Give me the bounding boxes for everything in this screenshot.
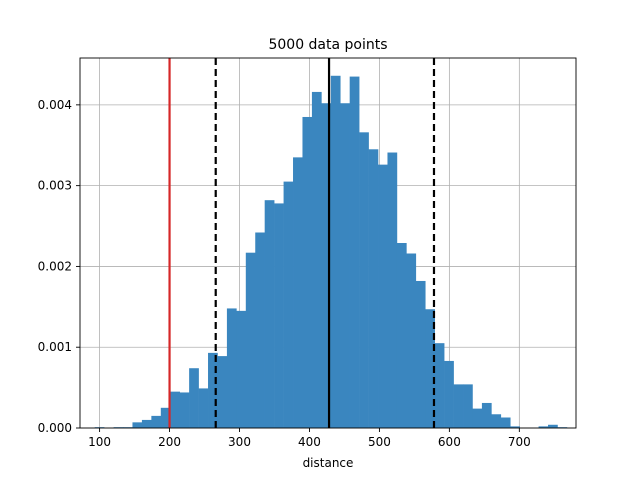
histogram-bar-21 bbox=[293, 157, 303, 428]
y-tick-label-0: 0.000 bbox=[38, 421, 72, 435]
x-tick-label-1: 200 bbox=[158, 435, 181, 449]
histogram-bar-36 bbox=[434, 343, 445, 428]
histogram-bar-19 bbox=[274, 203, 284, 428]
histogram-bar-48 bbox=[548, 424, 558, 428]
x-axis-label: distance bbox=[303, 456, 354, 470]
histogram-bar-25 bbox=[330, 75, 341, 429]
histogram-bar-4 bbox=[132, 422, 143, 428]
histogram-bar-42 bbox=[491, 414, 502, 428]
histogram-bar-7 bbox=[160, 407, 171, 428]
histogram-bar-27 bbox=[349, 76, 360, 429]
histogram-bar-44 bbox=[510, 426, 520, 428]
histogram-bar-12 bbox=[208, 352, 218, 428]
histogram-bar-14 bbox=[226, 308, 237, 428]
histogram-bar-39 bbox=[463, 384, 473, 428]
chart-title: 5000 data points bbox=[268, 37, 387, 53]
histogram-bar-15 bbox=[236, 310, 247, 428]
x-tick-label-5: 600 bbox=[438, 435, 461, 449]
y-tick-label-4: 0.004 bbox=[38, 98, 72, 112]
histogram-bars bbox=[94, 75, 568, 429]
histogram-bar-41 bbox=[481, 402, 492, 428]
histogram-bar-9 bbox=[179, 392, 190, 428]
histogram-bar-34 bbox=[415, 280, 426, 428]
x-tick-label-6: 700 bbox=[508, 435, 531, 449]
histogram-bar-47 bbox=[538, 426, 549, 428]
y-tick-label-1: 0.001 bbox=[38, 340, 72, 354]
y-tick-label-3: 0.003 bbox=[38, 179, 72, 193]
histogram-bar-24 bbox=[321, 103, 332, 428]
histogram-bar-30 bbox=[378, 164, 388, 428]
histogram-bar-28 bbox=[359, 132, 369, 428]
histogram-bar-22 bbox=[302, 116, 313, 428]
x-tick-label-4: 500 bbox=[368, 435, 391, 449]
histogram-bar-43 bbox=[500, 417, 511, 428]
y-tick-label-2: 0.002 bbox=[38, 259, 72, 273]
histogram-bar-6 bbox=[151, 415, 162, 428]
histogram-bar-37 bbox=[444, 360, 454, 428]
histogram-bar-13 bbox=[217, 356, 228, 428]
x-tick-label-0: 100 bbox=[88, 435, 111, 449]
histogram-bar-38 bbox=[453, 384, 464, 428]
histogram-bar-20 bbox=[283, 181, 294, 428]
histogram-bar-31 bbox=[387, 152, 398, 428]
plot-frame bbox=[79, 57, 577, 429]
histogram-bar-11 bbox=[198, 388, 209, 428]
histogram-bar-32 bbox=[396, 243, 407, 428]
histogram-bar-8 bbox=[170, 391, 180, 428]
reference-lines bbox=[168, 58, 436, 428]
histogram-bar-17 bbox=[255, 232, 265, 428]
histogram-bar-40 bbox=[472, 408, 483, 428]
histogram-bar-10 bbox=[189, 368, 199, 428]
histogram-bar-5 bbox=[141, 419, 152, 428]
histogram-bar-26 bbox=[340, 103, 350, 428]
histogram-bar-18 bbox=[264, 200, 275, 428]
x-tick-label-2: 300 bbox=[228, 435, 251, 449]
histogram-bar-16 bbox=[245, 252, 256, 428]
histogram-bar-35 bbox=[425, 309, 435, 428]
axes-frame bbox=[79, 57, 577, 429]
histogram-bar-29 bbox=[368, 149, 379, 428]
x-tick-label-3: 400 bbox=[298, 435, 321, 449]
axis-ticks: 100 200 300 400 500 600 700 0.000 0.001 0.002 0.00… bbox=[38, 98, 531, 449]
histogram-bar-33 bbox=[406, 253, 417, 428]
histogram-bar-23 bbox=[311, 91, 322, 429]
